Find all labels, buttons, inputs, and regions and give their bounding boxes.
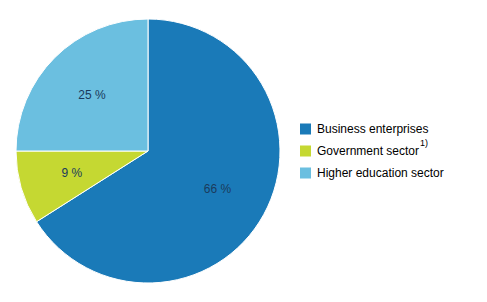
- pie: [16, 19, 280, 283]
- legend-item: Business enterprises: [300, 122, 428, 136]
- legend-item: Government sector1): [300, 138, 428, 158]
- legend-swatch: [300, 146, 311, 157]
- legend-item: Higher education sector: [300, 166, 444, 180]
- legend: Business enterprises Government sector1) H…: [300, 122, 444, 180]
- data-label: 9 %: [62, 166, 83, 180]
- legend-swatch: [300, 124, 311, 135]
- annotation: 1): [420, 138, 428, 148]
- pie-slice: [16, 151, 148, 222]
- legend-label: Higher education sector: [317, 166, 444, 180]
- data-label: 25 %: [78, 88, 106, 102]
- legend-label: Business enterprises: [317, 122, 428, 136]
- chart: 66 % 9 % 25 % Business enterprises Governmen…: [0, 0, 487, 302]
- legend-label: Government sector: [317, 144, 419, 158]
- data-label: 66 %: [204, 182, 232, 196]
- legend-swatch: [300, 168, 311, 179]
- data-labels: 66 % 9 % 25 %: [62, 88, 232, 196]
- pie-slice: [16, 19, 148, 151]
